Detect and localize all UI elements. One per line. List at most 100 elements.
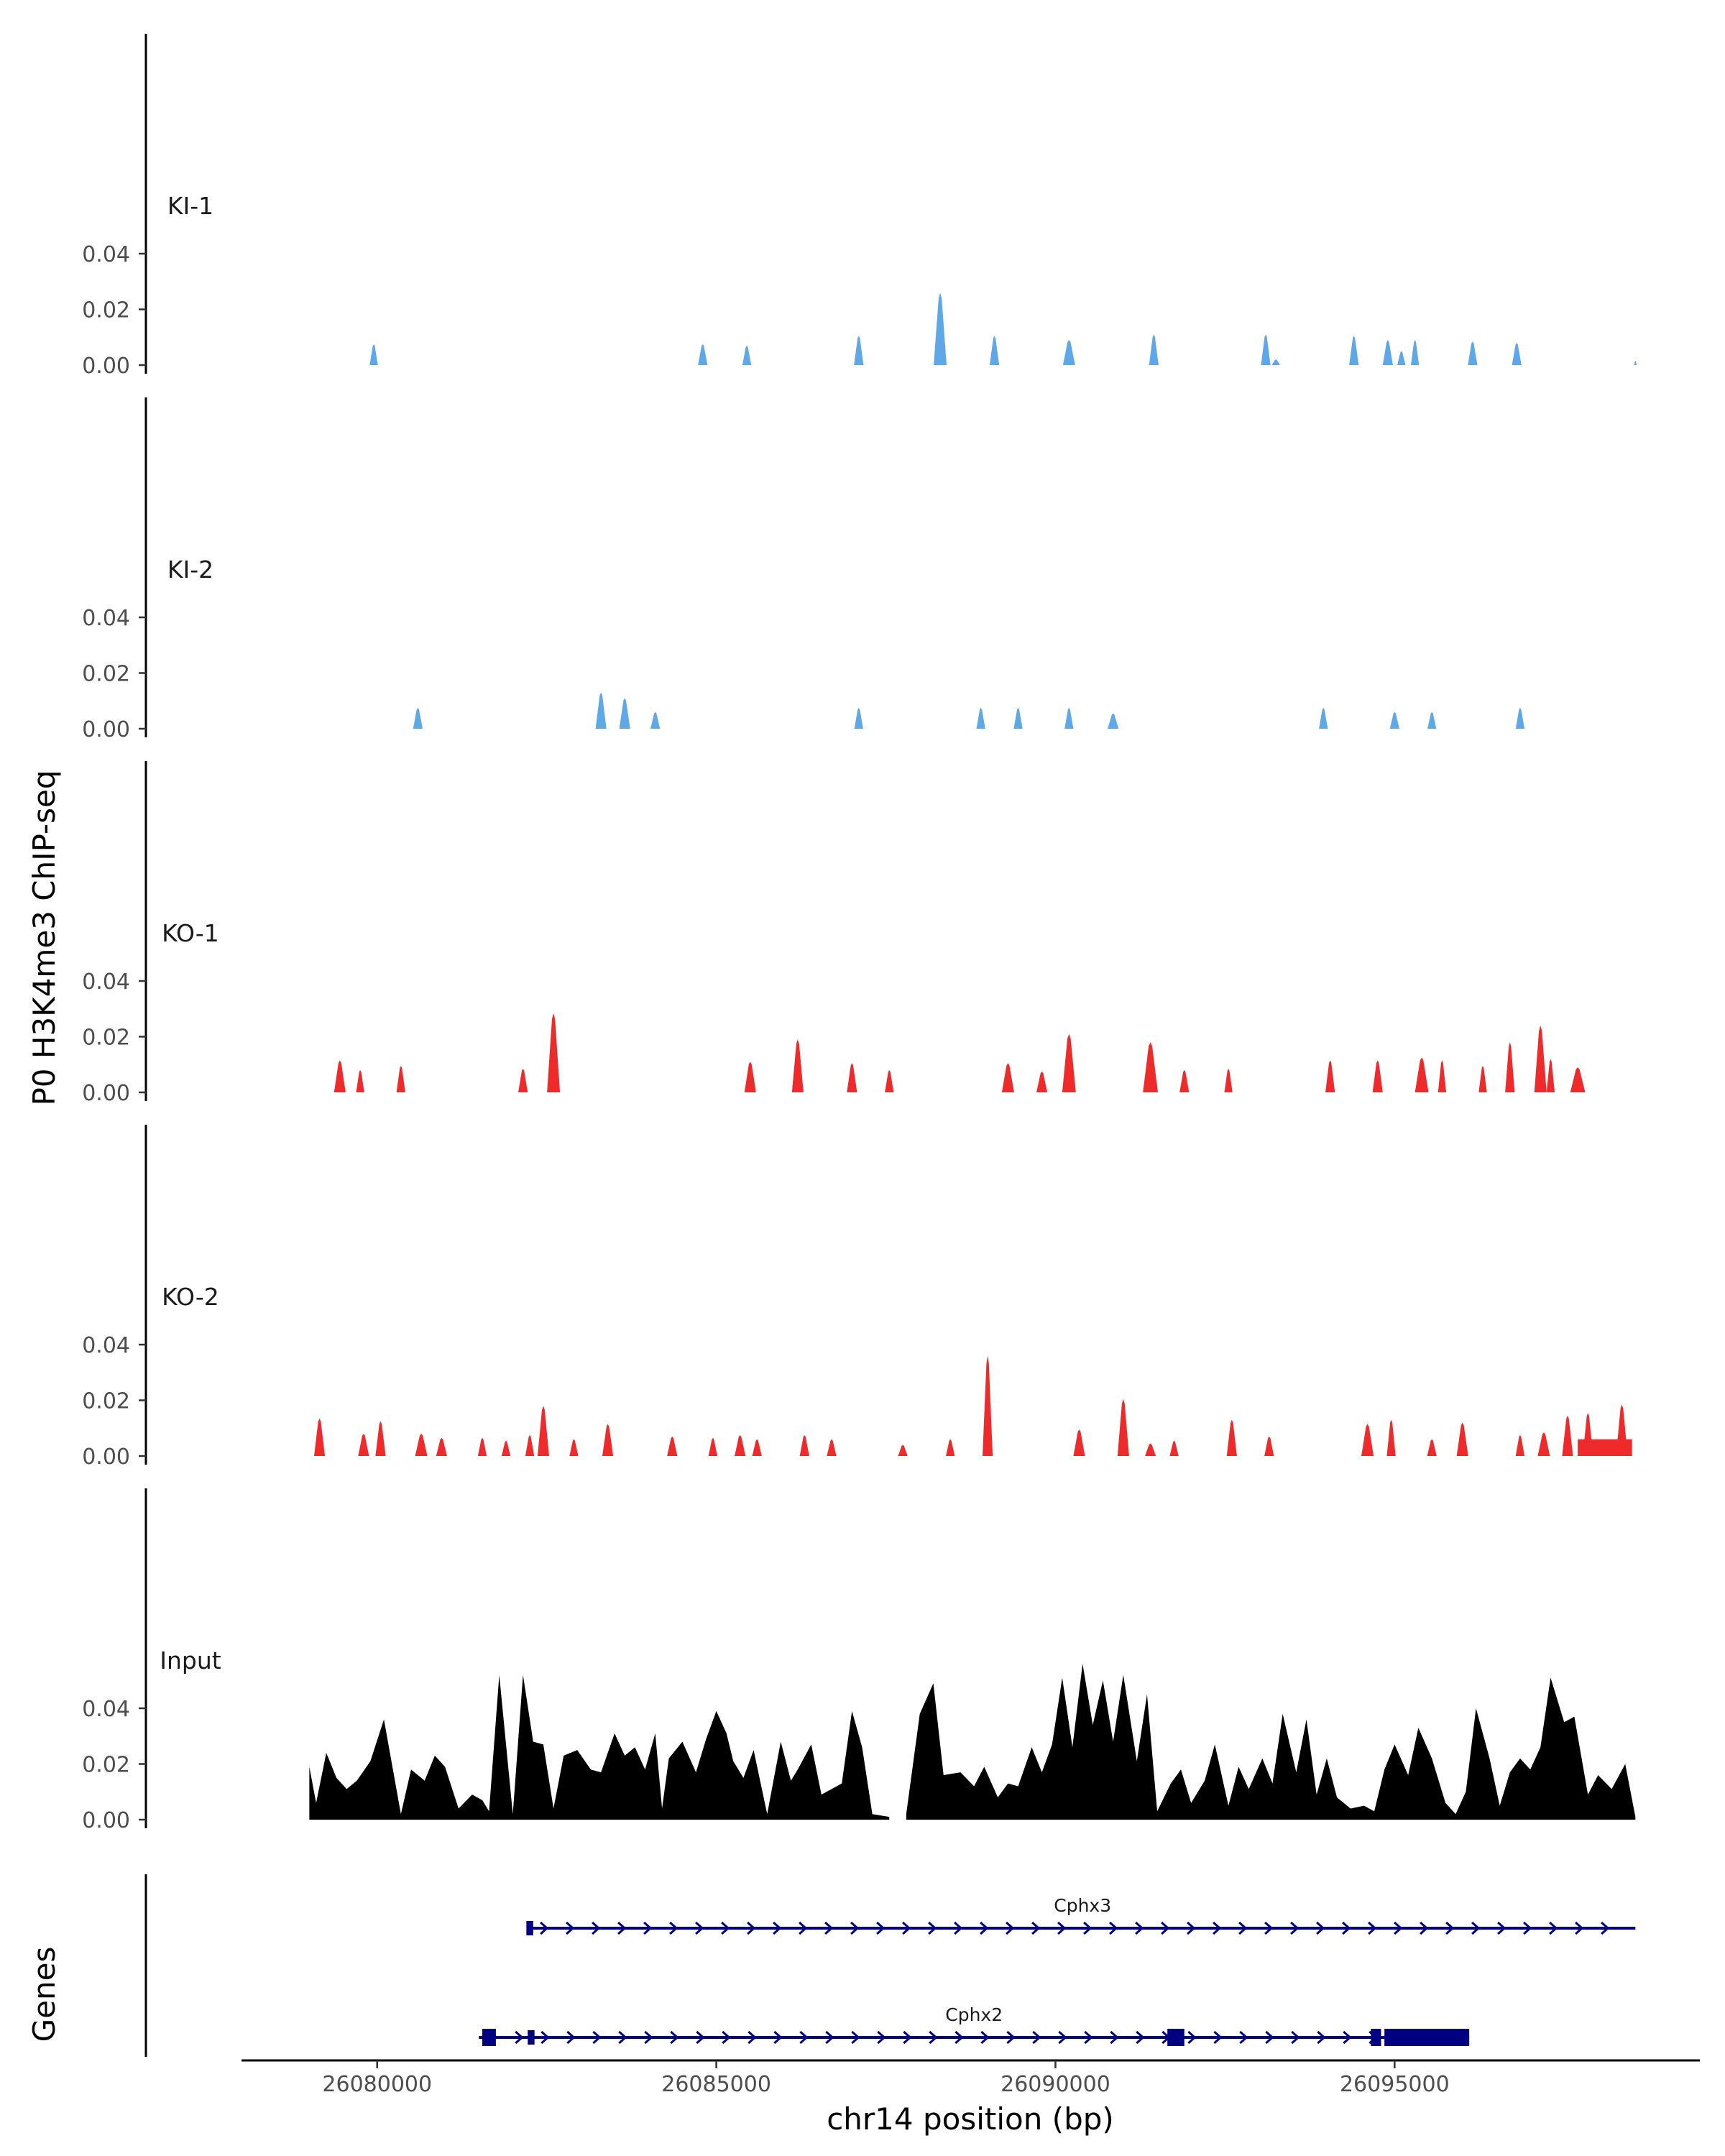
signal-peak	[1515, 707, 1525, 729]
signal-plateau	[1578, 1439, 1632, 1456]
strand-arrow	[1575, 1921, 1584, 1935]
signal-peak	[1036, 1071, 1048, 1092]
strand-arrow	[825, 2030, 834, 2045]
gene-exon	[1371, 2029, 1381, 2046]
y-tick-label: 0.00	[82, 1445, 130, 1470]
signal-peak	[375, 1421, 386, 1456]
track-ki-2: 0.00 0.02 0.04 KI-2	[82, 397, 1525, 742]
signal-peak	[1414, 1057, 1429, 1092]
strand-arrow	[851, 2030, 860, 2045]
signal-peak	[1062, 1033, 1076, 1092]
track-input: 0.00 0.02 0.04 Input	[82, 1488, 1636, 1833]
strand-arrow	[1523, 1921, 1532, 1935]
y-axis-title: P0 H3K4me3 ChIP-seq	[27, 770, 62, 1105]
strand-arrow	[1264, 1921, 1274, 1935]
strand-arrow	[1006, 1921, 1015, 1935]
signal-peak	[1261, 334, 1271, 365]
signal-peak	[547, 1013, 561, 1092]
signal-peak	[415, 1434, 428, 1456]
signal-peak	[369, 344, 378, 365]
strand-arrow	[669, 1921, 678, 1935]
x-tick-label: 26090000	[1000, 2072, 1110, 2097]
strand-arrow	[618, 2030, 627, 2045]
signal-peak	[847, 1063, 857, 1092]
y-tick-label: 0.02	[82, 1753, 130, 1778]
y-tick-label: 0.02	[82, 662, 130, 687]
signal-peak	[1512, 343, 1522, 365]
signal-peak	[358, 1434, 369, 1456]
y-tick-label: 0.02	[82, 1026, 130, 1051]
signal-peak	[744, 1061, 756, 1092]
signal-area	[309, 1674, 890, 1820]
strand-arrow	[1445, 1921, 1455, 1935]
signal-peak	[708, 1437, 718, 1456]
strand-arrow	[1083, 1921, 1092, 1935]
strand-arrow	[1031, 1921, 1041, 1935]
signal-peak	[898, 1445, 908, 1456]
signal-peak	[518, 1069, 528, 1092]
gene-name-label: Cphx2	[945, 2004, 1003, 2025]
signal-peak	[791, 1039, 804, 1092]
signal-peak	[477, 1437, 487, 1456]
signal-peak	[799, 1434, 809, 1456]
signal-peak	[1534, 1026, 1547, 1092]
signal-peak	[356, 1070, 364, 1092]
signal-peak	[827, 1439, 837, 1456]
strand-arrow	[1084, 2030, 1093, 2045]
strand-arrow	[1394, 1921, 1403, 1935]
gene-model: Cphx2	[479, 2004, 1470, 2046]
strand-arrow	[928, 1921, 937, 1935]
signal-peak	[1570, 1067, 1586, 1092]
strand-arrow	[1161, 1921, 1170, 1935]
signal-peak	[1456, 1422, 1468, 1456]
strand-arrow	[877, 2030, 886, 2045]
y-tick-label: 0.04	[82, 606, 130, 631]
strand-arrow	[747, 1921, 756, 1935]
signal-peak	[436, 1437, 447, 1456]
strand-arrow	[566, 1921, 575, 1935]
signal-peak	[1179, 1070, 1190, 1092]
strand-arrow	[566, 2030, 576, 2045]
signal-peak	[1264, 1436, 1274, 1456]
signal-peak	[1224, 1069, 1233, 1092]
signal-peak	[1468, 341, 1478, 365]
strand-arrow	[1213, 1921, 1222, 1935]
signal-peak	[619, 698, 630, 729]
y-tick-label: 0.00	[82, 717, 130, 742]
signal-peak	[1562, 1415, 1573, 1456]
strand-arrow	[695, 1921, 704, 1935]
gene-exon	[526, 1921, 533, 1935]
track-name-label: KO-2	[162, 1283, 219, 1311]
strand-arrow	[1058, 2030, 1067, 2045]
signal-peak	[334, 1060, 346, 1092]
signal-peak	[1537, 1432, 1550, 1456]
strand-arrow	[1006, 2030, 1016, 2045]
strand-arrow	[592, 2030, 602, 2045]
signal-peak	[854, 336, 864, 365]
signal-peak	[1143, 1042, 1158, 1092]
strand-arrow	[1343, 2030, 1352, 2045]
signal-peak	[1349, 336, 1359, 365]
strand-arrow	[773, 1921, 782, 1935]
strand-arrow	[1316, 1921, 1325, 1935]
signal-peak	[1427, 711, 1437, 729]
signal-peak	[698, 344, 708, 365]
y-tick-label: 0.04	[82, 969, 130, 995]
signal-peak	[1226, 1419, 1237, 1456]
strand-arrow	[876, 1921, 886, 1935]
genes-axis-title: Genes	[27, 1947, 62, 2042]
strand-arrow	[954, 1921, 963, 1935]
strand-arrow	[1238, 1921, 1248, 1935]
signal-peak	[1382, 340, 1393, 365]
signal-peak	[1001, 1063, 1014, 1092]
signal-peak	[313, 1418, 326, 1456]
signal-peak	[735, 1434, 746, 1456]
strand-arrow	[1239, 2030, 1248, 2045]
signal-peak	[1505, 1042, 1515, 1092]
track-ko-2: 0.00 0.02 0.04 KO-2	[82, 1125, 1632, 1470]
signal-peak	[1062, 340, 1075, 365]
signal-peak	[1386, 1419, 1396, 1456]
y-tick-label: 0.02	[82, 1389, 130, 1414]
strand-arrow	[1601, 1921, 1610, 1935]
signal-peak	[1149, 334, 1159, 365]
